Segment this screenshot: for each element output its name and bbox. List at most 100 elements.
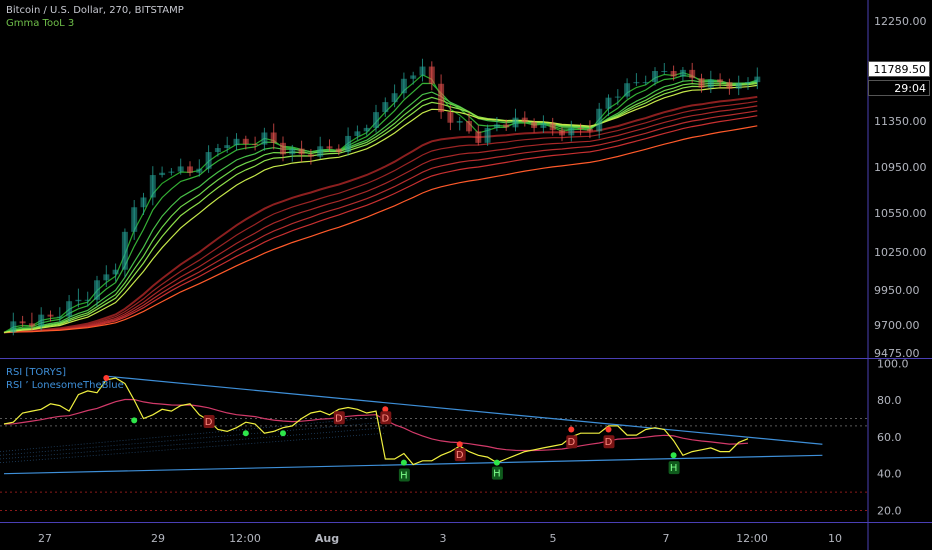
candle-body [391, 93, 398, 103]
marker-box [491, 466, 503, 480]
candle-body [745, 82, 751, 84]
marker-label: D [567, 437, 575, 448]
candle-body [159, 172, 166, 176]
candle-body [447, 112, 454, 123]
candle-body [717, 79, 724, 83]
candle-body [670, 71, 677, 77]
candle-body [726, 82, 733, 89]
candle-body [540, 123, 547, 128]
candle-body [242, 138, 249, 144]
candle-body [624, 83, 631, 97]
long-ema-line-50 [3, 115, 758, 334]
rsi-fan-line [0, 427, 386, 460]
candle-body [205, 152, 212, 169]
time-tick-label: 10 [828, 532, 842, 545]
time-tick-label: Aug [315, 532, 339, 545]
divergence-bull-marker: H [668, 461, 680, 475]
candle-body [679, 69, 686, 77]
candle-body [47, 314, 54, 317]
marker-box [203, 414, 215, 428]
rsi-moving-average [3, 398, 749, 452]
long-ema-line-40 [3, 105, 758, 334]
rsi-fan-line [0, 416, 386, 453]
rsi-pivot-high-dot [103, 375, 110, 382]
marker-box [380, 411, 392, 425]
time-tick-label: 12:00 [736, 532, 768, 545]
time-tick-label: 29 [151, 532, 165, 545]
rsi-subtitle[interactable]: RSI ’ LonesomeTheBlue [6, 380, 124, 391]
time-tick-label: 3 [440, 532, 447, 545]
candle-body [754, 76, 761, 83]
symbol-title[interactable]: Bitcoin / U.S. Dollar, 270, BITSTAMP [6, 5, 184, 16]
divergence-bear-marker: D [333, 411, 345, 425]
marker-box [454, 448, 466, 462]
marker-label: D [456, 450, 464, 461]
marker-label: H [493, 469, 501, 480]
time-tick-label: 5 [550, 532, 557, 545]
candle-body [484, 127, 491, 143]
rsi-tick-label: 60.0 [877, 431, 902, 444]
rsi-tick-label: 100.0 [877, 357, 909, 370]
rsi-title[interactable]: RSI [TORYS] [6, 367, 66, 378]
price-tick-label: 10250.00 [874, 246, 927, 259]
rsi-fan-line [0, 432, 386, 464]
candle-body [549, 123, 556, 131]
candle-body [503, 124, 510, 128]
marker-box [668, 461, 680, 475]
price-tick-label: 9950.00 [874, 284, 920, 297]
divergence-bear-marker: D [380, 411, 392, 425]
candle-body [568, 127, 575, 136]
time-tick-label: 12:00 [229, 532, 261, 545]
main-legend: Bitcoin / U.S. Dollar, 270, BITSTAMP Gmm… [6, 4, 184, 30]
short-ema-line-8 [3, 79, 758, 334]
candle-body [493, 124, 500, 128]
marker-label: D [381, 413, 389, 424]
candle-body [140, 197, 147, 208]
rsi-pivot-low-dot [493, 459, 500, 466]
candle-body [307, 154, 314, 157]
rsi-tick-label: 40.0 [877, 468, 902, 481]
candle-body [177, 166, 184, 172]
short-ema-line-3 [3, 72, 758, 334]
candle-body [475, 131, 482, 143]
rsi-pivot-low-dot [670, 452, 677, 459]
candle-body [252, 144, 259, 145]
long-ema-line-30 [3, 95, 758, 334]
candle-body [149, 175, 156, 198]
rsi-pivot-high-dot [605, 426, 612, 433]
gmma-short-ribbon [3, 72, 758, 334]
marker-label: D [605, 437, 613, 448]
candle-body [28, 323, 35, 327]
candle-body [214, 148, 221, 153]
candle-body [661, 71, 668, 72]
price-tick-label: 11350.00 [874, 115, 927, 128]
candle-body [382, 102, 389, 113]
rsi-pivot-low-dot [280, 430, 286, 437]
candles [10, 58, 761, 336]
gmma-indicator-label[interactable]: Gmma TooL 3 [6, 18, 75, 29]
divergence-bull-marker: H [398, 468, 410, 482]
marker-label: H [400, 471, 408, 482]
marker-label: D [335, 413, 343, 424]
candle-body [400, 78, 407, 94]
price-tick-label: 12250.00 [874, 15, 927, 28]
candle-body [531, 122, 538, 128]
rsi-tick-label: 80.0 [877, 394, 902, 407]
candle-body [354, 131, 361, 136]
price-tick-label: 10950.00 [874, 161, 927, 174]
bar-countdown-tag: 29:04 [868, 80, 930, 96]
candle-body [75, 299, 82, 302]
rsi-pivot-high-dot [568, 426, 575, 433]
marker-box [398, 468, 410, 482]
divergence-bull-marker: H [491, 466, 503, 480]
candle-body [466, 121, 472, 132]
candle-body [577, 127, 584, 130]
short-ema-line-5 [3, 74, 758, 334]
candle-body [410, 75, 417, 79]
time-tick-label: 27 [38, 532, 52, 545]
candle-body [363, 127, 370, 132]
rsi-tick-label: 20.0 [877, 505, 902, 518]
candle-body [698, 78, 705, 88]
candle-body [521, 117, 528, 123]
